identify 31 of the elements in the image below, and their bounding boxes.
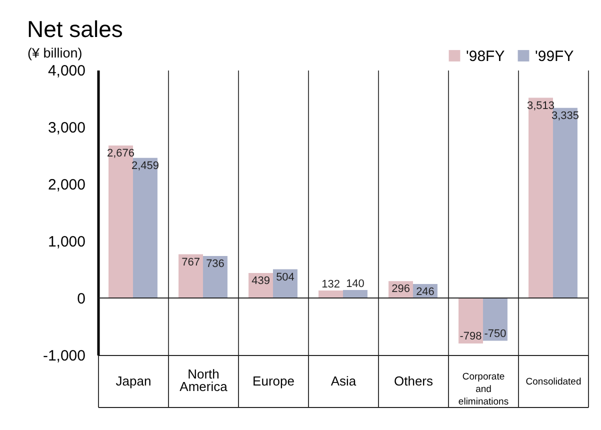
data-label: 504 [276,271,294,284]
data-label: 736 [206,258,224,270]
y-tick-label: 2,000 [48,176,86,194]
y-tick-label: -1,000 [42,348,86,364]
data-label: 439 [252,274,270,287]
y-tick-label: 4,000 [48,62,86,80]
data-label: -798 [460,330,482,342]
data-label: -750 [484,328,506,340]
legend-label: '99FY [535,48,574,65]
legend-label: '98FY [466,48,505,65]
x-tick-label: Asia [330,374,357,388]
x-tick-label: Others [394,374,434,388]
y-tick-label: 1,000 [48,234,86,250]
data-label: 2,676 [106,147,135,160]
y-tick-label: 3,000 [48,120,86,136]
data-label: 3,513 [526,100,555,112]
x-tick-label: Japan [116,374,152,388]
data-label: 3,335 [551,110,580,122]
data-label: 132 [322,278,340,290]
x-tick-label: Corporate and eliminations [458,372,509,408]
data-label: 140 [346,278,364,290]
x-tick-label: Europe [252,374,294,388]
x-tick-label: North America [180,366,228,394]
data-label: 296 [392,283,410,296]
data-label: 2,459 [131,160,160,172]
data-label: 246 [416,286,434,298]
chart-title: Net sales [27,16,123,42]
y-axis-title: (¥ billion) [28,46,82,60]
data-label: 767 [182,256,200,268]
x-tick-label: Consolidated [526,376,582,388]
y-tick-label: 0 [77,290,86,308]
